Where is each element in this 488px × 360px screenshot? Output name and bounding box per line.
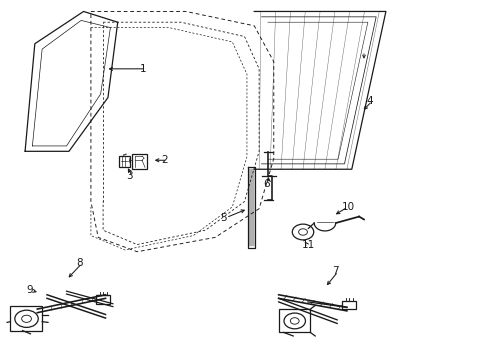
Text: 11: 11	[301, 240, 314, 250]
Bar	[96, 295, 110, 304]
Text: 5: 5	[220, 213, 226, 222]
Bar	[132, 154, 147, 169]
Bar	[341, 301, 355, 309]
Text: 4: 4	[366, 96, 372, 106]
Text: 3: 3	[126, 171, 133, 181]
Text: 2: 2	[161, 155, 168, 165]
Text: 8: 8	[76, 258, 83, 268]
Text: 10: 10	[341, 202, 354, 212]
Text: 7: 7	[331, 266, 338, 276]
Text: 6: 6	[263, 179, 269, 189]
Bar	[119, 156, 130, 167]
Bar	[278, 309, 310, 332]
Text: 1: 1	[140, 64, 146, 74]
Bar	[10, 306, 42, 330]
Text: 9: 9	[26, 285, 33, 296]
